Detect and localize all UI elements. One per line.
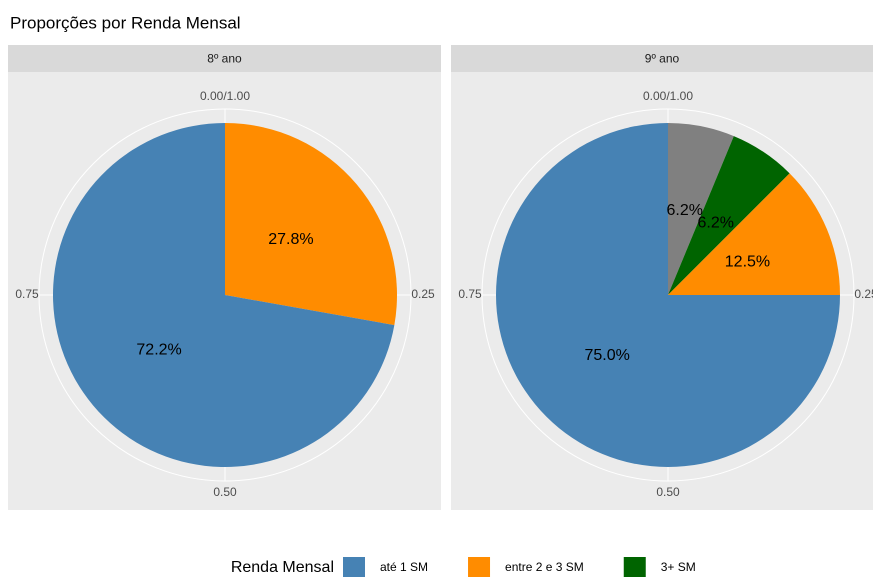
facet-strip xyxy=(8,45,441,72)
pie-slice xyxy=(496,123,840,467)
data-label: 6.2% xyxy=(698,215,734,232)
data-label: 12.5% xyxy=(725,253,770,270)
theta-tick-label: 0.00/1.00 xyxy=(643,89,693,103)
theta-tick-label: 0.25 xyxy=(854,287,873,301)
data-label: 27.8% xyxy=(268,231,313,248)
facet-strip xyxy=(451,45,873,72)
legend-title: Renda Mensal xyxy=(231,559,334,576)
theta-tick-label: 0.50 xyxy=(656,485,680,499)
pie-slice xyxy=(668,136,790,295)
legend-label: 3+ SM xyxy=(661,560,696,574)
legend-key xyxy=(623,557,646,577)
legend-label: até 1 SM xyxy=(380,560,428,574)
data-label: 75.0% xyxy=(585,347,630,364)
facet-label: 9º ano xyxy=(645,52,680,66)
pie-slice xyxy=(668,123,734,295)
data-label: 72.2% xyxy=(136,341,181,358)
theta-tick-label: 0.50 xyxy=(213,485,237,499)
legend-key xyxy=(343,557,365,577)
legend-label: entre 2 e 3 SM xyxy=(505,560,584,574)
pie-slice xyxy=(52,123,395,468)
legend-key xyxy=(468,557,491,577)
theta-tick-label: 0.75 xyxy=(458,287,482,301)
data-label: 6.2% xyxy=(667,202,703,219)
theta-tick-label: 0.25 xyxy=(411,287,435,301)
facet-label: 8º ano xyxy=(207,52,242,66)
pie-slice xyxy=(668,173,840,295)
pie-slice xyxy=(225,123,397,326)
theta-tick-label: 0.75 xyxy=(15,287,39,301)
theta-tick-label: 0.00/1.00 xyxy=(200,89,250,103)
chart-title: Proporções por Renda Mensal xyxy=(10,13,241,32)
